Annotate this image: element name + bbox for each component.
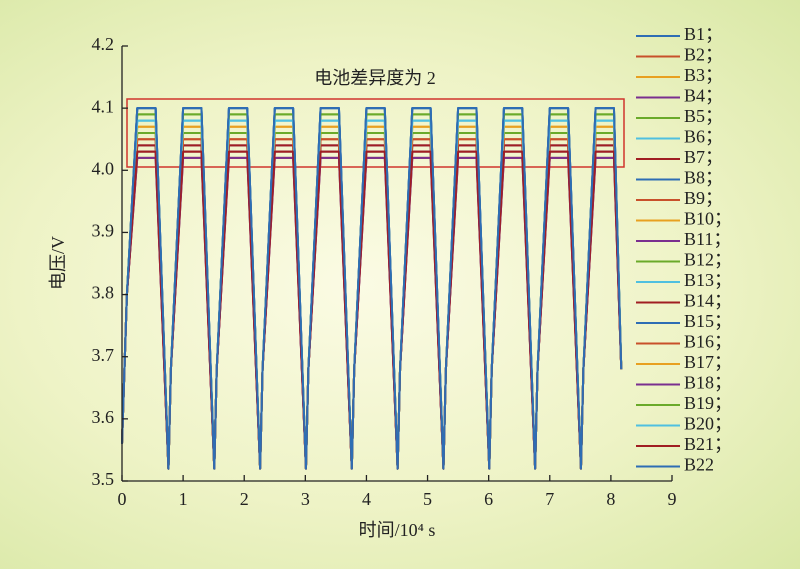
x-tick-label: 8: [606, 489, 615, 509]
legend-label: B10；: [684, 209, 732, 229]
annotation: 电池差异度为 2: [314, 68, 436, 88]
y-tick-label: 3.9: [92, 221, 115, 241]
legend-label: B20；: [684, 414, 732, 434]
y-tick-label: 3.8: [92, 283, 115, 303]
y-tick-label: 3.7: [92, 345, 115, 365]
x-tick-label: 1: [179, 489, 188, 509]
legend-label: B22: [684, 455, 714, 475]
x-axis-label: 时间/10⁴ s: [359, 520, 436, 540]
x-tick-label: 2: [240, 489, 249, 509]
y-tick-label: 3.5: [92, 469, 115, 489]
legend-label: B1；: [684, 24, 723, 44]
x-tick-label: 3: [301, 489, 310, 509]
highlight-box: [126, 98, 625, 168]
plot-lines: [121, 107, 623, 470]
y-tick-label: 4.2: [92, 34, 115, 54]
x-tick-label: 6: [484, 489, 493, 509]
legend-label: B5；: [684, 106, 723, 126]
legend-label: B19；: [684, 393, 732, 413]
x-tick-label: 7: [545, 489, 554, 509]
x-tick-label: 5: [423, 489, 432, 509]
legend-label: B6；: [684, 127, 723, 147]
legend-label: B9；: [684, 188, 723, 208]
legend-label: B4；: [684, 86, 723, 106]
y-tick-label: 4.0: [92, 158, 115, 178]
legend-label: B18；: [684, 373, 732, 393]
x-tick-label: 0: [118, 489, 127, 509]
y-tick-label: 4.1: [92, 96, 115, 116]
legend-label: B7；: [684, 147, 723, 167]
legend-label: B15；: [684, 311, 732, 331]
legend-label: B14；: [684, 291, 732, 311]
legend-label: B13；: [684, 270, 732, 290]
y-tick-label: 3.6: [92, 407, 115, 427]
legend-label: B21；: [684, 434, 732, 454]
legend-label: B2；: [684, 45, 723, 65]
legend-label: B3；: [684, 65, 723, 85]
y-axis-label: 电压/V: [48, 236, 68, 290]
legend-label: B11；: [684, 229, 731, 249]
legend-label: B17；: [684, 352, 732, 372]
x-tick-label: 9: [668, 489, 677, 509]
legend-label: B16；: [684, 332, 732, 352]
legend-label: B8；: [684, 168, 723, 188]
x-tick-label: 4: [362, 489, 371, 509]
legend-label: B12；: [684, 250, 732, 270]
series-line: [121, 107, 623, 470]
